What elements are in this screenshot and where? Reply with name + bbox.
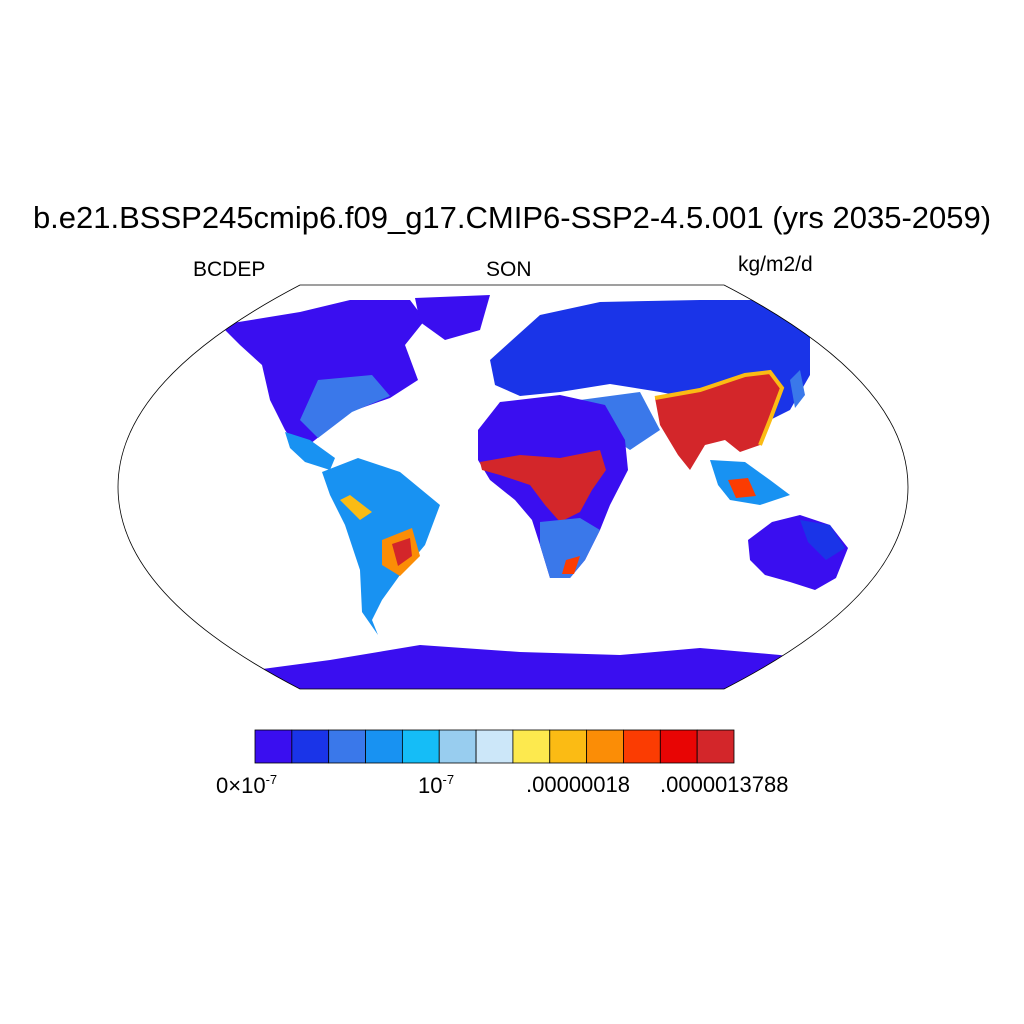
colorbar-box [549, 729, 588, 764]
colorbar-tick-max: .0000013788 [660, 772, 789, 797]
colorbar-box [475, 729, 514, 764]
colorbar-tick-zero: 0×10-7 [216, 772, 278, 798]
africa-south-hotspot [562, 556, 580, 574]
colorbar-tick-018: .00000018 [526, 772, 630, 797]
landmass-greenland [415, 295, 490, 340]
asia-south-east-hotspot [655, 372, 782, 470]
asia-hotspot-rim [654, 369, 785, 446]
colorbar-box [659, 729, 698, 764]
south-america-andes-band [340, 495, 372, 520]
africa-sahel-hotspot [480, 450, 606, 522]
landmass-central-america [285, 432, 335, 470]
colorbar-box [586, 729, 624, 764]
season-label: SON [486, 258, 532, 281]
colorbar-box [512, 729, 551, 764]
colorbar-box [401, 729, 440, 764]
africa-southern-band [540, 518, 600, 578]
colorbar-box [438, 729, 477, 764]
landmass-south-america [322, 458, 440, 635]
colorbar [254, 729, 735, 764]
southeast-asia-hotspot [728, 478, 756, 498]
landmass-japan [790, 370, 805, 408]
map-title: b.e21.BSSP245cmip6.f09_g17.CMIP6-SSP2-4.… [32, 200, 992, 235]
colorbar-box [623, 729, 661, 764]
variable-label: BCDEP [193, 258, 266, 281]
map-projection-border [117, 284, 909, 690]
colorbar-box [365, 729, 403, 764]
australia-east-band [800, 520, 845, 560]
south-america-core-hotspot [392, 538, 412, 566]
colorbar-box [328, 729, 366, 764]
units-label: kg/m2/d [738, 253, 813, 276]
colorbar-tick-ten-neg7: 10-7 [418, 772, 455, 798]
colorbar-box [254, 729, 293, 764]
colorbar-box [696, 729, 735, 764]
landmass-north-america [220, 300, 425, 452]
colorbar-box [291, 729, 330, 764]
landmass-antarctica [150, 645, 860, 689]
north-america-east-band [300, 375, 390, 438]
